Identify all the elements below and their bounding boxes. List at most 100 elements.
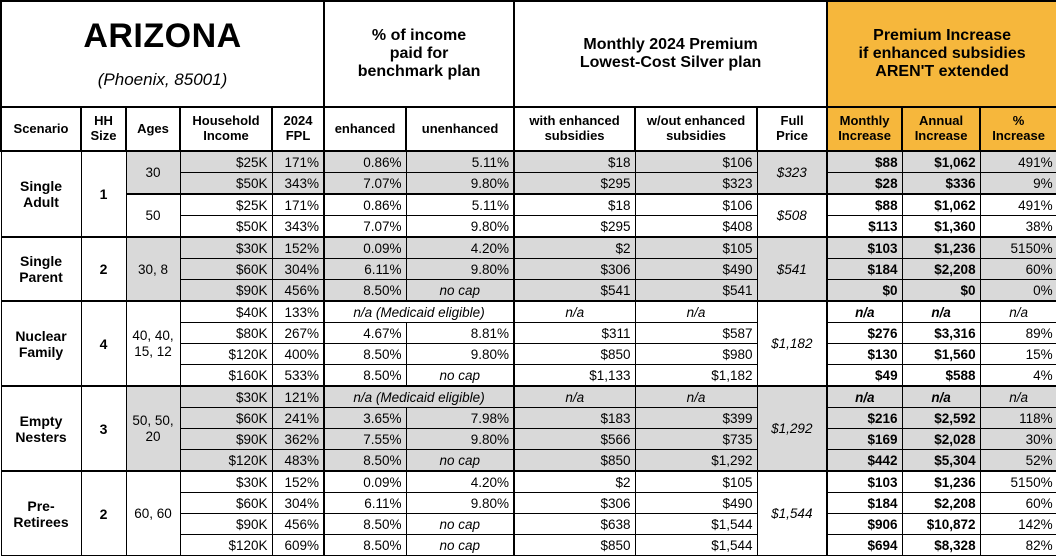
state-location: (Phoenix, 85001) — [97, 70, 228, 90]
cell-enhanced: 0.86% — [323, 150, 407, 174]
cell-monthly-increase: $184 — [826, 258, 903, 281]
cell-medicaid-note: n/a (Medicaid eligible) — [323, 385, 515, 409]
cell-fpl: 267% — [271, 322, 325, 345]
cell-enhanced: 8.50% — [323, 279, 407, 302]
col-header-annual-increase: Annual Increase — [901, 106, 982, 153]
cell-income: $30K — [179, 470, 273, 494]
cell-annual-increase: $336 — [901, 172, 981, 195]
cell-monthly-increase: n/a — [826, 385, 903, 409]
cell-enhanced: 8.50% — [323, 364, 407, 387]
cell-hh-size: 3 — [80, 385, 127, 472]
cell-fpl: 533% — [271, 364, 325, 387]
cell-with-subsidies: $2 — [513, 470, 636, 494]
cell-with-subsidies: $850 — [513, 534, 636, 556]
cell-annual-increase: n/a — [901, 300, 981, 324]
cell-income: $50K — [179, 215, 273, 238]
cell-scenario: Single Parent — [0, 236, 82, 302]
cell-with-subsidies: $566 — [513, 428, 636, 451]
cell-annual-increase: $2,208 — [901, 258, 981, 281]
cell-pct-increase: n/a — [979, 385, 1056, 409]
cell-with-subsidies: $306 — [513, 258, 636, 281]
cell-monthly-increase: $113 — [826, 215, 903, 238]
cell-annual-increase: $2,592 — [901, 407, 981, 430]
cell-wout-subsidies: $399 — [634, 407, 758, 430]
cell-ages: 30 — [125, 150, 181, 195]
cell-pct-increase: n/a — [979, 300, 1056, 324]
cell-pct-increase: 5150% — [979, 236, 1056, 260]
cell-with-subsidies: $850 — [513, 449, 636, 472]
cell-monthly-increase: n/a — [826, 300, 903, 324]
cell-unenhanced: 9.80% — [405, 258, 515, 281]
cell-monthly-increase: $88 — [826, 150, 903, 174]
cell-annual-increase: $1,062 — [901, 150, 981, 174]
cell-hh-size: 2 — [80, 470, 127, 556]
table-body: Single Adult 1 30 $25K 171% 0.86% 5.11% $18 $106… — [0, 150, 1056, 556]
cell-enhanced: 6.11% — [323, 492, 407, 515]
cell-ages: 50 — [125, 193, 181, 238]
cell-pct-increase: 491% — [979, 193, 1056, 217]
cell-enhanced: 8.50% — [323, 343, 407, 366]
cell-unenhanced: no cap — [405, 449, 515, 472]
cell-with-subsidies: $295 — [513, 215, 636, 238]
table-row: 50 $25K 171% 0.86% 5.11% $18 $106 $508 $88 $1,062… — [1, 193, 1056, 238]
cell-wout-subsidies: $490 — [634, 492, 758, 515]
table-row: $160K 533% 8.50% no cap $1,133 $1,182 $49 $588 4… — [1, 364, 1056, 387]
cell-pct-increase: 142% — [979, 513, 1056, 536]
cell-with-subsidies: $850 — [513, 343, 636, 366]
col-header-with-subsidies: with enhanced subsidies — [513, 106, 637, 153]
cell-income: $40K — [179, 300, 273, 324]
cell-wout-subsidies: $105 — [634, 236, 758, 260]
cell-wout-subsidies: $106 — [634, 150, 758, 174]
cell-unenhanced: 9.80% — [405, 215, 515, 238]
table-row: $50K 343% 7.07% 9.80% $295 $323 $28 $336 9% — [1, 172, 1056, 195]
cell-monthly-increase: $276 — [826, 322, 903, 345]
cell-ages: 50, 50, 20 — [125, 385, 181, 472]
cell-with-subsidies: $18 — [513, 193, 636, 217]
cell-fpl: 171% — [271, 150, 325, 174]
cell-income: $60K — [179, 407, 273, 430]
table-row: $60K 304% 6.11% 9.80% $306 $490 $184 $2,208 60% — [1, 492, 1056, 515]
col-header-hh-size: HH Size — [80, 106, 127, 153]
cell-full-price: $1,544 — [756, 470, 828, 556]
table-row: $50K 343% 7.07% 9.80% $295 $408 $113 $1,360 38% — [1, 215, 1056, 238]
cell-fpl: 343% — [271, 172, 325, 195]
cell-fpl: 304% — [271, 258, 325, 281]
cell-monthly-increase: $694 — [826, 534, 903, 556]
cell-with-subsidies: $183 — [513, 407, 636, 430]
cell-monthly-increase: $88 — [826, 193, 903, 217]
cell-income: $120K — [179, 449, 273, 472]
cell-monthly-increase: $0 — [826, 279, 903, 302]
cell-unenhanced: no cap — [405, 513, 515, 536]
cell-enhanced: 3.65% — [323, 407, 407, 430]
cell-annual-increase: n/a — [901, 385, 981, 409]
col-header-enhanced: enhanced — [323, 106, 408, 153]
cell-medicaid-note: n/a (Medicaid eligible) — [323, 300, 515, 324]
col-header-full-price: Full Price — [756, 106, 829, 153]
table-row: Pre-Retirees 2 60, 60 $30K 152% 0.09% 4.20% $2 $… — [0, 470, 1056, 556]
cell-with-subsidies: $295 — [513, 172, 636, 195]
cell-pct-increase: 491% — [979, 150, 1056, 174]
cell-enhanced: 8.50% — [323, 449, 407, 472]
cell-pct-increase: 60% — [979, 258, 1056, 281]
cell-wout-subsidies: $1,182 — [634, 364, 758, 387]
cell-enhanced: 7.07% — [323, 172, 407, 195]
cell-pct-increase: 118% — [979, 407, 1056, 430]
cell-pct-increase: 9% — [979, 172, 1056, 195]
cell-scenario: Nuclear Family — [0, 300, 82, 387]
cell-fpl: 133% — [271, 300, 325, 324]
table-row: $120K 483% 8.50% no cap $850 $1,292 $442 $5,304… — [1, 449, 1056, 472]
cell-with-subsidies: $2 — [513, 236, 636, 260]
cell-wout-subsidies: $980 — [634, 343, 758, 366]
cell-unenhanced: 4.20% — [405, 470, 515, 494]
cell-scenario: Empty Nesters — [0, 385, 82, 472]
increase-group-header: Premium Increase if enhanced subsidies A… — [826, 0, 1056, 109]
col-header-ages: Ages — [125, 106, 181, 153]
table-row: $60K 304% 6.11% 9.80% $306 $490 $184 $2,208 60% — [1, 258, 1056, 281]
cell-full-price: $1,292 — [756, 385, 828, 472]
col-header-scenario: Scenario — [0, 106, 82, 153]
cell-income: $90K — [179, 279, 273, 302]
cell-monthly-increase: $103 — [826, 470, 903, 494]
cell-income: $25K — [179, 193, 273, 217]
cell-monthly-increase: $906 — [826, 513, 903, 536]
cell-wout-subsidies: $408 — [634, 215, 758, 238]
